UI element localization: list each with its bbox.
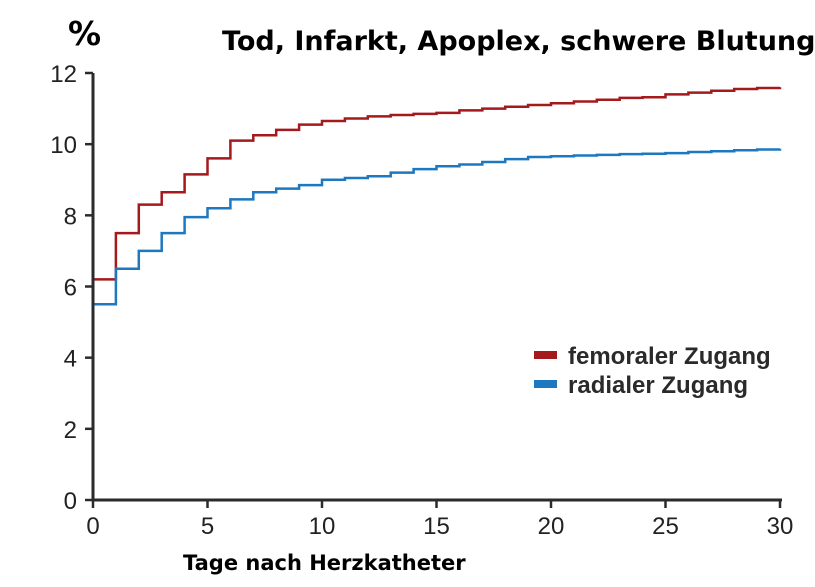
x-tick-label: 20 <box>538 513 565 540</box>
chart-title: Tod, Infarkt, Apoplex, schwere Blutung <box>222 26 815 57</box>
y-axis-ticks: 0 2 4 6 8 10 12 <box>50 61 93 515</box>
legend-swatch <box>534 380 557 388</box>
legend-swatch <box>534 351 557 359</box>
x-tick-label: 0 <box>86 513 99 540</box>
x-tick-label: 15 <box>423 513 450 540</box>
y-tick-label: 10 <box>50 132 77 159</box>
x-axis-label: Tage nach Herzkatheter <box>183 551 466 575</box>
series-line-femoral <box>93 86 782 281</box>
y-tick-label: 8 <box>64 203 77 230</box>
x-tick-label: 5 <box>201 513 214 540</box>
series-line-radial <box>93 148 782 306</box>
series-layer <box>93 86 782 306</box>
x-tick-label: 30 <box>767 513 794 540</box>
y-tick-label: 2 <box>64 417 77 444</box>
legend-label: femoraler Zugang <box>568 343 771 370</box>
x-tick-label: 10 <box>309 513 336 540</box>
x-axis-ticks: 0 5 10 15 20 25 30 <box>86 500 793 540</box>
legend-label: radialer Zugang <box>568 372 748 399</box>
y-tick-label: 12 <box>50 61 77 88</box>
y-tick-label: 4 <box>64 346 77 373</box>
x-tick-label: 25 <box>652 513 679 540</box>
y-tick-label: 6 <box>64 275 77 302</box>
chart-unit-label: % <box>68 14 101 53</box>
y-tick-label: 0 <box>64 488 77 515</box>
